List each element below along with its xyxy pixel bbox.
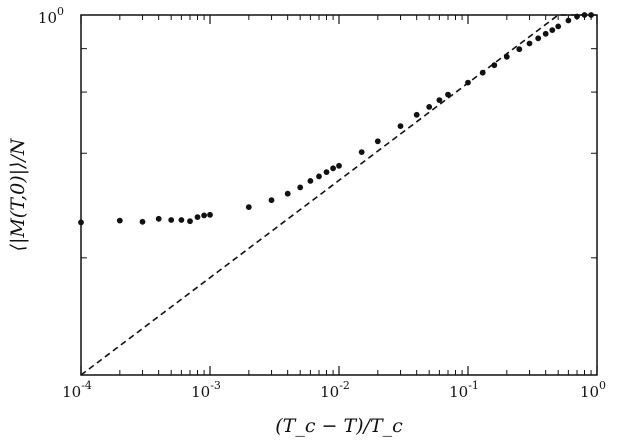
data-point — [565, 17, 572, 24]
data-point — [116, 217, 123, 224]
data-point — [397, 123, 404, 129]
data-point — [245, 204, 252, 211]
data-point — [168, 217, 175, 223]
data-point — [426, 104, 433, 110]
data-point — [268, 197, 275, 204]
data-point — [194, 214, 201, 221]
data-point — [201, 212, 208, 219]
y-tick-label: 100 — [38, 5, 64, 27]
data-point — [336, 162, 342, 169]
data-point — [155, 215, 162, 222]
x-tick-label: 100 — [580, 379, 606, 401]
x-tick-label: 10-1 — [449, 379, 479, 401]
data-point — [581, 12, 588, 18]
x-tick-label: 10-4 — [62, 379, 92, 401]
data-point — [284, 190, 291, 197]
data-point — [574, 13, 580, 20]
plot-frame — [80, 14, 598, 376]
data-point — [465, 79, 471, 86]
data-point — [479, 69, 486, 76]
tick-labels: 10-4 10-3 10-2 10-1 100 100 — [38, 5, 606, 401]
data-point — [307, 178, 314, 184]
data-point — [555, 23, 562, 30]
data-point — [542, 30, 549, 37]
data-point — [139, 218, 146, 225]
data-point — [358, 149, 365, 156]
data-point — [297, 184, 304, 191]
data-point — [316, 173, 322, 180]
data-points — [78, 12, 594, 226]
data-point — [445, 91, 451, 98]
data-point — [503, 53, 510, 60]
y-axis-title: ⟨|M(T,0)|⟩/N — [7, 137, 29, 251]
data-point — [178, 217, 185, 223]
x-tick-label: 10-3 — [191, 379, 221, 401]
data-point — [187, 218, 193, 225]
data-point — [78, 219, 84, 226]
data-point — [374, 138, 381, 145]
power-law-fit-line — [80, 14, 597, 376]
axis-ticks — [80, 15, 598, 375]
data-point — [436, 97, 443, 103]
data-point — [330, 165, 336, 172]
data-point — [549, 27, 556, 33]
data-point — [323, 169, 330, 176]
data-point — [207, 211, 213, 218]
data-point — [535, 35, 542, 42]
data-point — [516, 46, 523, 53]
data-point — [413, 111, 420, 118]
data-point — [491, 62, 498, 69]
x-tick-label: 10-2 — [320, 379, 350, 401]
data-point — [588, 12, 594, 18]
x-axis-title: (T_c − T)/T_c — [275, 415, 403, 437]
data-point — [526, 40, 533, 47]
